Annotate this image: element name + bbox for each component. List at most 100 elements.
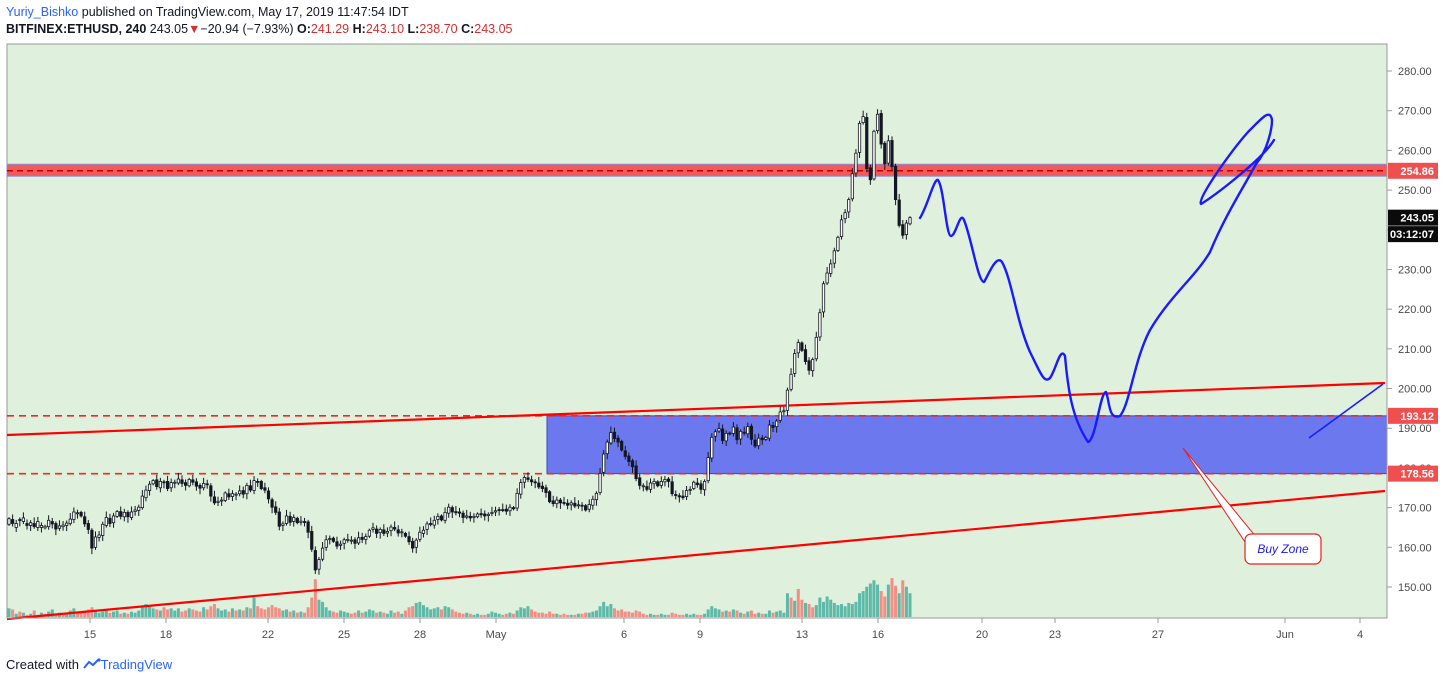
time-tick-label: 23 [1049,629,1061,641]
candle-bull [432,519,436,526]
volume-bar [130,611,134,617]
candle-bear [212,496,217,504]
volume-bar [879,591,883,617]
candle-bull [342,539,346,544]
volume-bar [764,613,768,617]
candle-bear [54,523,58,530]
price-axis[interactable]: 150.00160.00170.00180.00190.00200.00210.… [1387,66,1432,594]
volume-bar [274,607,278,617]
candle-bear [191,479,195,483]
candle-bull [216,500,220,503]
price-tag-label: 243.05 [1400,213,1434,225]
candle-bull [299,520,303,523]
change-value: −20.94 (−7.93%) [200,22,294,36]
volume-bar [512,613,516,617]
candle-bull [908,217,912,225]
candle-bear [194,481,199,487]
volume-bar [616,610,620,617]
volume-bar [360,612,364,617]
volume-bar [897,593,901,617]
volume-bar [901,580,905,617]
author-link[interactable]: Yuriy_Bishko [6,5,79,19]
volume-bar [803,602,807,617]
volume-bar [659,613,663,617]
volume-bar [771,612,775,617]
volume-bar [548,611,552,617]
price-tick-label: 230.00 [1398,264,1432,276]
candle-bear [165,481,170,489]
candle-bear [83,516,87,525]
volume-bar [216,608,220,617]
volume-bar [400,613,404,617]
volume-bar [313,579,317,617]
candle-bull [684,490,689,497]
time-axis[interactable]: 15 18 22 25 28 May 6 9 13 16 20 23 27 Jun 4 [84,618,1363,641]
candle-bull [814,336,818,360]
candle-bear [479,513,483,516]
candle-bear [551,500,555,505]
volume-bar [832,602,836,617]
candle-bull [854,152,858,174]
tradingview-brand[interactable]: TradingView [100,657,173,672]
candle-bull [757,437,761,447]
volume-bar [728,611,732,617]
candle-bear [883,142,887,165]
volume-bar [674,613,678,617]
candle-bull [843,212,847,220]
volume-bars [7,578,912,617]
volume-bar [558,614,562,617]
volume-bar [793,600,797,617]
candle-bear [263,487,267,491]
volume-bar [829,599,833,617]
upper-trendline [6,381,1386,437]
price-tag-label: 03:12:07 [1390,229,1434,241]
candle-bull [443,511,447,521]
volume-bar [205,609,209,617]
candle-bull [836,236,840,251]
callout-box [1244,533,1322,565]
volume-bar [126,613,130,617]
volume-bar [465,612,469,617]
candle-bull [245,484,249,495]
volume-bar [843,606,847,617]
volume-bar [263,609,267,617]
candle-bear [566,502,570,506]
volume-bar [144,604,148,617]
volume-bar [292,610,296,617]
candle-bull [587,504,591,510]
volume-bar [101,611,105,617]
high-value: 243.10 [365,22,405,36]
candle-bear [18,519,22,521]
volume-bar [86,609,90,617]
candle-bear [868,167,872,181]
candle-bull [144,489,148,499]
candle-bull [281,523,285,526]
volume-bar [508,612,512,617]
candle-bull [811,359,815,372]
symbol-label[interactable]: BITFINEX:ETHUSD, 240 [6,22,147,36]
lower-trendline [6,489,1386,621]
candle-bull [659,481,663,486]
volume-bar [155,609,159,617]
volume-bar [403,610,407,617]
volume-bar [652,614,656,617]
volume-bar [108,612,112,617]
volume-bar [166,609,170,617]
volume-bar [894,585,898,617]
candle-bear [879,113,883,145]
volume-bar [162,607,166,617]
candle-bear [79,511,83,517]
time-tick-label: 15 [84,629,96,641]
volume-bar [739,612,743,617]
candle-bear [313,550,317,571]
candle-bull [400,531,404,534]
volume-bar [649,613,653,617]
volume-bar [173,610,177,617]
candle-bull [821,283,826,313]
volume-bar [364,611,368,617]
candle-bull [739,431,743,440]
candle-bear [865,117,869,170]
volume-bar [443,606,447,617]
candle-bear [198,484,202,489]
